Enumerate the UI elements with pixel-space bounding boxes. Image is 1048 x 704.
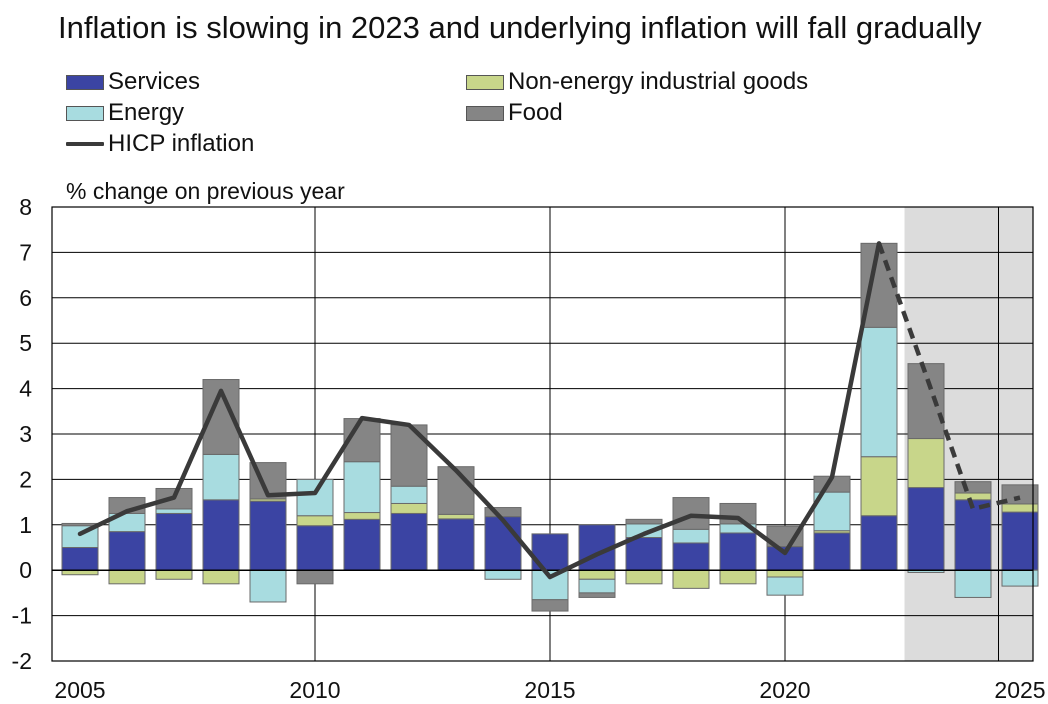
y-tick-label-5: 5 [19,330,32,356]
y-tick-label--2: -2 [12,648,32,674]
bar-food-2023 [907,363,945,440]
bar-food-2018 [672,497,710,530]
bar-non-energy-industrial-goods-2018 [672,569,710,589]
bar-food-2019 [719,502,757,525]
bar-non-energy-industrial-goods-2011 [343,512,381,520]
bar-services-2005 [61,547,99,571]
legend-label-energy: Energy [108,99,185,126]
x-tick-label-2005: 2005 [54,677,105,703]
bar-food-2022 [860,242,898,328]
bar-services-2012 [390,512,428,571]
x-tick-label-2015: 2015 [524,677,575,703]
bar-energy-2022 [860,326,898,458]
bar-energy-2012 [390,485,428,504]
bar-energy-2024 [954,569,992,598]
bar-food-2015 [531,599,569,612]
x-tick-label-2010: 2010 [289,677,340,703]
bar-energy-2007 [155,508,193,514]
y-tick-label-2: 2 [19,466,32,492]
bar-food-2025 [1001,484,1039,505]
bar-services-2009 [249,500,287,571]
legend-swatch-services [66,74,104,90]
bar-energy-2020 [766,576,804,596]
legend-item-food: Food [466,99,563,127]
bar-non-energy-industrial-goods-2006 [108,569,146,585]
bar-food-2017 [625,518,663,525]
bar-services-2017 [625,537,663,571]
bar-services-2018 [672,542,710,571]
bar-non-energy-industrial-goods-2012 [390,502,428,514]
bar-energy-2009 [249,569,287,603]
bar-non-energy-industrial-goods-2013 [437,513,475,520]
legend-label-food: Food [508,99,563,126]
bar-non-energy-industrial-goods-2020 [766,569,804,578]
bar-non-energy-industrial-goods-2017 [625,569,663,585]
legend-item-non-energy-industrial-goods: Non-energy industrial goods [466,68,808,96]
bar-non-energy-industrial-goods-2019 [719,569,757,585]
bar-non-energy-industrial-goods-2007 [155,569,193,580]
bar-services-2011 [343,518,381,571]
bar-services-2010 [296,525,334,571]
bar-services-2021 [813,532,851,571]
y-tick-label-1: 1 [19,512,32,538]
bar-energy-2016 [578,578,616,594]
bar-food-2024 [954,481,992,494]
y-tick-label-0: 0 [19,557,32,583]
y-tick-label-7: 7 [19,239,32,265]
bar-services-2019 [719,532,757,571]
bar-energy-2010 [296,478,334,517]
legend-label-non-energy-industrial-goods: Non-energy industrial goods [508,68,809,95]
bar-services-2007 [155,512,193,571]
bar-energy-2008 [202,453,240,501]
bar-non-energy-industrial-goods-2024 [954,492,992,501]
bar-services-2008 [202,499,240,571]
bar-energy-2011 [343,461,381,514]
bar-services-2013 [437,518,475,571]
legend-item-services: Services [66,68,200,96]
bar-non-energy-industrial-goods-2008 [202,569,240,585]
bar-services-2022 [860,515,898,571]
y-tick-label-6: 6 [19,285,32,311]
bar-food-2014 [484,507,522,518]
legend-line-hicp-inflation [66,142,104,146]
y-tick-label--1: -1 [12,603,32,629]
bar-services-2023 [907,487,945,571]
hicp-line-actual [77,241,882,580]
bar-services-2025 [1001,511,1039,571]
bar-energy-2014 [484,569,522,580]
x-tick-label-2025: 2025 [994,677,1045,703]
bar-services-2006 [108,531,146,571]
bar-energy-2018 [672,528,710,544]
bar-non-energy-industrial-goods-2016 [578,569,616,580]
legend-label-services: Services [108,68,201,95]
legend-item-energy: Energy [66,99,184,127]
bar-food-2016 [578,592,616,598]
y-tick-label-8: 8 [19,194,32,220]
bar-food-2010 [296,569,334,585]
y-tick-label-4: 4 [19,376,32,402]
bar-food-2013 [437,466,475,515]
bar-non-energy-industrial-goods-2010 [296,515,334,527]
legend: Services Non-energy industrial goods Ene… [66,68,866,158]
legend-item-hicp-inflation: HICP inflation [66,130,254,158]
y-tick-label-3: 3 [19,421,32,447]
bar-services-2024 [954,499,992,571]
chart-title: Inflation is slowing in 2023 and underly… [58,10,982,45]
bar-services-2014 [484,516,522,571]
plot-border [51,206,1034,662]
legend-swatch-energy [66,105,104,121]
bar-non-energy-industrial-goods-2023 [907,438,945,489]
x-tick-label-2020: 2020 [759,677,810,703]
legend-swatch-non-energy-industrial-goods [466,74,504,90]
y-axis-label: % change on previous year [66,178,345,204]
bar-non-energy-industrial-goods-2022 [860,456,898,517]
legend-label-hicp-inflation: HICP inflation [108,130,255,157]
legend-swatch-food [466,105,504,121]
